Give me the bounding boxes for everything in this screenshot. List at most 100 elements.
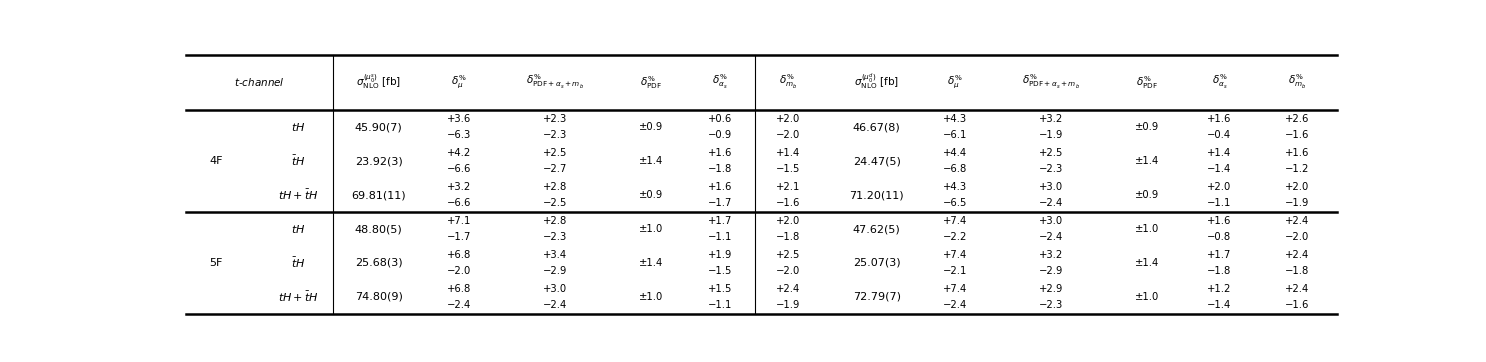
Text: $\delta^\%_{\alpha_s}$: $\delta^\%_{\alpha_s}$ [1211,73,1227,92]
Text: −1.1: −1.1 [1207,198,1232,208]
Text: −2.0: −2.0 [776,130,799,140]
Text: +2.0: +2.0 [776,216,799,226]
Text: −1.1: −1.1 [707,232,733,242]
Text: +7.1: +7.1 [446,216,471,226]
Text: +7.4: +7.4 [944,216,967,226]
Text: −1.5: −1.5 [707,266,733,276]
Text: 46.67(8): 46.67(8) [853,122,901,132]
Text: $\delta^\%_\mu$: $\delta^\%_\mu$ [947,74,963,91]
Text: +7.4: +7.4 [944,284,967,294]
Text: +2.8: +2.8 [542,182,568,192]
Text: +3.0: +3.0 [1039,182,1064,192]
Text: −2.4: −2.4 [1039,198,1064,208]
Text: $\delta^\%_\mu$: $\delta^\%_\mu$ [450,74,467,91]
Text: ±1.4: ±1.4 [1135,258,1159,268]
Text: −6.1: −6.1 [942,130,967,140]
Text: ±0.9: ±0.9 [1135,190,1159,200]
Text: 45.90(7): 45.90(7) [355,122,403,132]
Text: −0.8: −0.8 [1207,232,1232,242]
Text: −2.3: −2.3 [542,130,568,140]
Text: −2.3: −2.3 [1039,164,1064,174]
Text: −1.8: −1.8 [776,232,799,242]
Text: $\bar{t}H$: $\bar{t}H$ [291,256,306,270]
Text: $\delta^\%_{\mathrm{PDF}+\alpha_s+m_b}$: $\delta^\%_{\mathrm{PDF}+\alpha_s+m_b}$ [1022,73,1080,92]
Text: +2.4: +2.4 [776,284,799,294]
Text: −6.6: −6.6 [446,198,471,208]
Text: +1.6: +1.6 [707,182,733,192]
Text: −2.3: −2.3 [542,232,568,242]
Text: −1.1: −1.1 [707,300,733,310]
Text: +2.6: +2.6 [1285,114,1309,125]
Text: −1.9: −1.9 [1039,130,1064,140]
Text: +2.5: +2.5 [776,250,801,260]
Text: $tH + \bar{t}H$: $tH + \bar{t}H$ [278,188,319,202]
Text: +2.3: +2.3 [542,114,568,125]
Text: +2.4: +2.4 [1285,250,1309,260]
Text: +2.5: +2.5 [1039,148,1064,159]
Text: −2.9: −2.9 [1039,266,1064,276]
Text: −1.9: −1.9 [1285,198,1309,208]
Text: +4.2: +4.2 [447,148,471,159]
Text: $\delta^\%_{\mathrm{PDF}}$: $\delta^\%_{\mathrm{PDF}}$ [1137,74,1159,91]
Text: +2.8: +2.8 [542,216,568,226]
Text: $\delta^\%_{\alpha_s}$: $\delta^\%_{\alpha_s}$ [712,73,728,92]
Text: ±1.0: ±1.0 [1135,224,1159,234]
Text: +2.4: +2.4 [1285,216,1309,226]
Text: +2.0: +2.0 [1207,182,1232,192]
Text: 5F: 5F [210,258,223,268]
Text: −6.5: −6.5 [942,198,967,208]
Text: −2.0: −2.0 [1285,232,1309,242]
Text: +6.8: +6.8 [447,250,471,260]
Text: +1.9: +1.9 [707,250,733,260]
Text: +4.3: +4.3 [944,182,967,192]
Text: −6.8: −6.8 [944,164,967,174]
Text: $tH$: $tH$ [291,223,306,235]
Text: −2.2: −2.2 [942,232,967,242]
Text: +1.6: +1.6 [1285,148,1309,159]
Text: +3.2: +3.2 [1039,114,1064,125]
Text: +3.6: +3.6 [447,114,471,125]
Text: −1.9: −1.9 [776,300,801,310]
Text: −2.4: −2.4 [1039,232,1064,242]
Text: −2.9: −2.9 [542,266,568,276]
Text: −2.0: −2.0 [447,266,471,276]
Text: +1.7: +1.7 [1207,250,1232,260]
Text: ±0.9: ±0.9 [639,190,663,200]
Text: ±1.0: ±1.0 [1135,292,1159,302]
Text: $tH + \bar{t}H$: $tH + \bar{t}H$ [278,290,319,304]
Text: +3.4: +3.4 [542,250,568,260]
Text: $\delta^\%_{m_b}$: $\delta^\%_{m_b}$ [1288,73,1306,92]
Text: +4.3: +4.3 [944,114,967,125]
Text: −6.3: −6.3 [447,130,471,140]
Text: 25.07(3): 25.07(3) [853,258,901,268]
Text: $t$-channel: $t$-channel [235,76,285,88]
Text: −1.4: −1.4 [1207,164,1232,174]
Text: −1.4: −1.4 [1207,300,1232,310]
Text: −2.7: −2.7 [542,164,568,174]
Text: 71.20(11): 71.20(11) [850,190,903,200]
Text: −1.6: −1.6 [1285,130,1309,140]
Text: $tH$: $tH$ [291,121,306,133]
Text: ±1.4: ±1.4 [639,156,663,166]
Text: +2.0: +2.0 [776,114,799,125]
Text: +1.6: +1.6 [1207,216,1232,226]
Text: +4.4: +4.4 [944,148,967,159]
Text: 69.81(11): 69.81(11) [351,190,406,200]
Text: ±1.4: ±1.4 [1135,156,1159,166]
Text: 48.80(5): 48.80(5) [355,224,403,234]
Text: +2.0: +2.0 [1285,182,1309,192]
Text: +1.7: +1.7 [707,216,733,226]
Text: +3.0: +3.0 [542,284,568,294]
Text: −0.9: −0.9 [707,130,733,140]
Text: −0.4: −0.4 [1207,130,1232,140]
Text: $\sigma^{(\mu_0^s)}_{\mathrm{NLO}}$ [fb]: $\sigma^{(\mu_0^s)}_{\mathrm{NLO}}$ [fb] [357,73,401,92]
Text: 72.79(7): 72.79(7) [853,292,901,302]
Text: $\bar{t}H$: $\bar{t}H$ [291,154,306,168]
Text: $\delta^\%_{\mathrm{PDF}}$: $\delta^\%_{\mathrm{PDF}}$ [640,74,663,91]
Text: −1.6: −1.6 [776,198,801,208]
Text: $\delta^\%_{m_b}$: $\delta^\%_{m_b}$ [779,73,798,92]
Text: ±1.4: ±1.4 [639,258,663,268]
Text: +2.1: +2.1 [776,182,801,192]
Text: 4F: 4F [210,156,223,166]
Text: −1.7: −1.7 [446,232,471,242]
